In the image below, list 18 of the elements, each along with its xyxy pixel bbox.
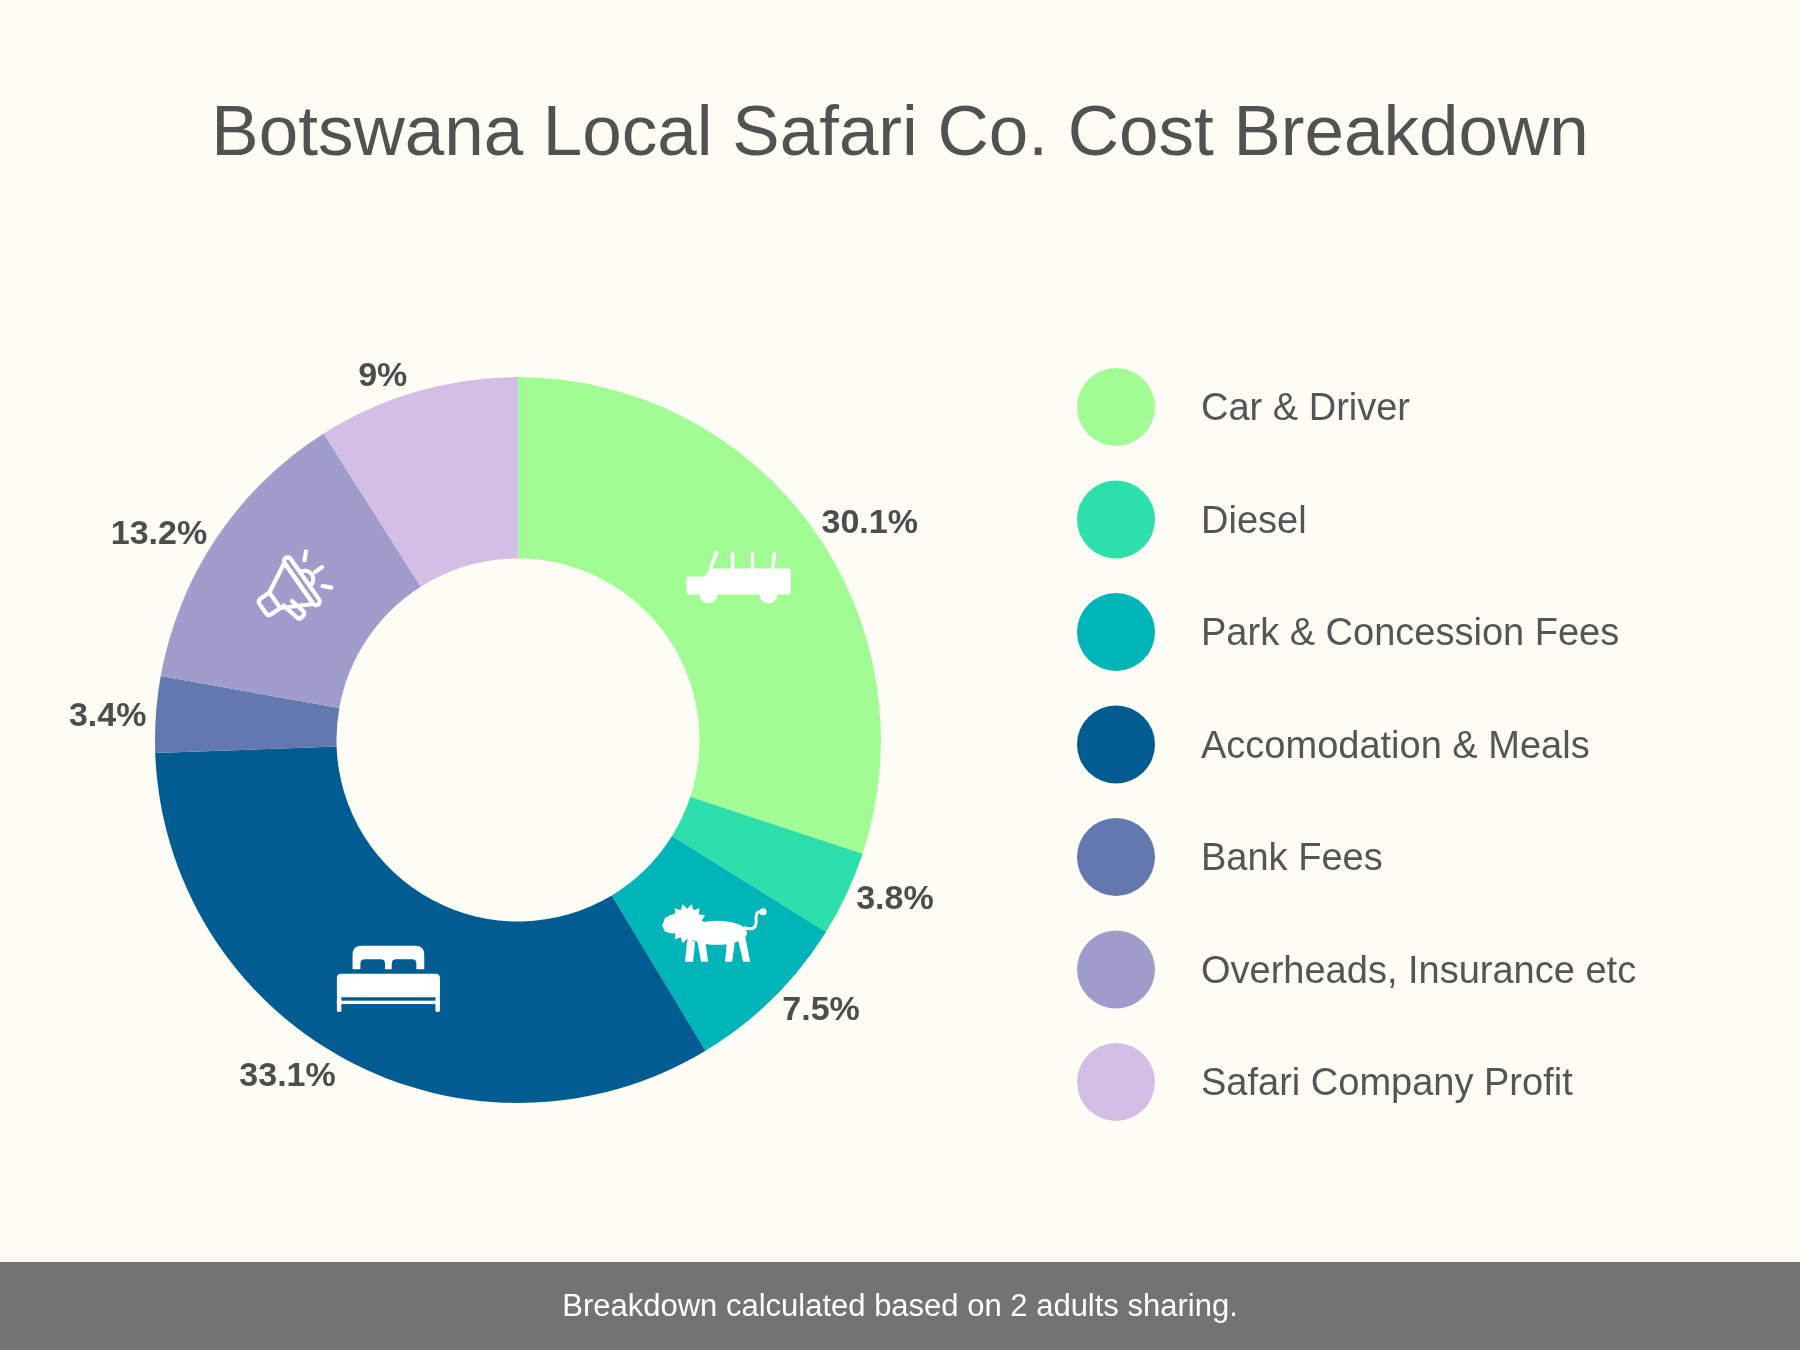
donut-slice xyxy=(155,746,706,1103)
legend-label: Overheads, Insurance etc xyxy=(1201,948,1637,991)
data-label: 30.1% xyxy=(821,501,918,540)
donut-slice xyxy=(155,675,340,754)
legend-label: Park & Concession Fees xyxy=(1201,611,1620,653)
legend-label: Accomodation & Meals xyxy=(1201,723,1590,766)
legend-label: Safari Company Profit xyxy=(1201,1061,1574,1103)
text: Breakdown calculated based on 2 adults sharing. xyxy=(562,1288,1238,1324)
data-label: 3.4% xyxy=(68,695,147,734)
data-label: 3.8% xyxy=(856,878,934,917)
legend-label: Diesel xyxy=(1201,498,1307,541)
chart-title: Botswana Local Safari Co. Cost Breakdown xyxy=(211,90,1589,170)
data-label: 9% xyxy=(358,354,408,393)
data-label: 7.5% xyxy=(782,989,860,1028)
legend-label: Car & Driver xyxy=(1201,386,1411,428)
data-label: 33.1% xyxy=(239,1054,336,1093)
legend-label: Bank Fees xyxy=(1201,836,1383,878)
data-label: 13.2% xyxy=(110,512,208,551)
